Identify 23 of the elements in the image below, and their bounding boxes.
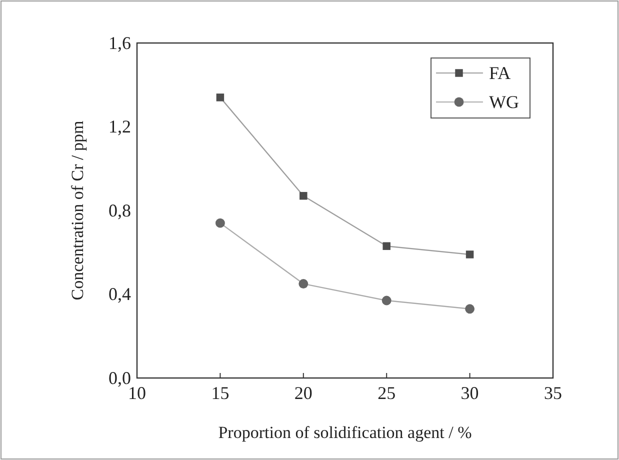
point: [465, 304, 475, 314]
y-tick-label: 1,2: [108, 116, 131, 137]
x-tick-label: 20: [294, 382, 312, 403]
y-axis-title: Concentration of Cr / ppm: [68, 120, 87, 300]
legend-label: WG: [489, 92, 519, 112]
point: [298, 279, 308, 288]
y-tick-label: 0,4: [108, 284, 131, 304]
x-tick-label: 10: [128, 382, 146, 403]
point: [215, 218, 225, 228]
point: [300, 192, 308, 200]
x-axis-title: Proportion of solidification agent / %: [218, 423, 472, 442]
x-tick-label: 35: [544, 382, 562, 403]
x-tick-label: 25: [378, 382, 396, 403]
point: [216, 94, 224, 102]
y-tick-label: 1,6: [108, 32, 131, 53]
x-tick-label: 15: [211, 382, 230, 403]
point: [466, 250, 474, 258]
point: [382, 242, 390, 250]
y-tick-label: 0,0: [108, 368, 131, 388]
x-tick-label: 30: [460, 382, 479, 403]
legend-label: FA: [489, 63, 511, 83]
point: [382, 296, 392, 306]
y-tick-label: 0,8: [108, 200, 131, 220]
